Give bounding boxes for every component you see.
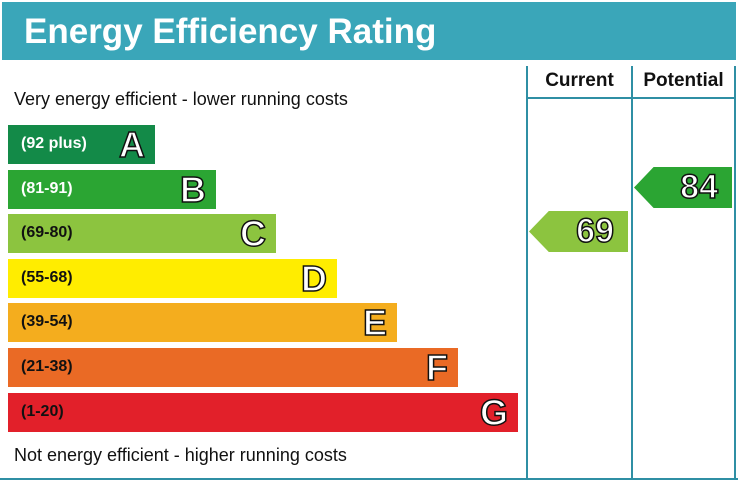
band-letter: E <box>362 302 388 343</box>
title-bar: Energy Efficiency Rating <box>2 2 736 60</box>
band-bar-b: (81-91) B <box>8 169 216 210</box>
bottom-note: Not energy efficient - higher running co… <box>14 445 347 465</box>
current-rating-value: 69 <box>575 211 614 251</box>
divider-current-left <box>526 66 528 480</box>
band-range-label: (81-91) <box>21 180 73 197</box>
band-bar-d: (55-68) D <box>8 258 337 299</box>
band-bar-f: (21-38) F <box>8 347 458 388</box>
chart-title: Energy Efficiency Rating <box>24 12 437 51</box>
header-divider <box>526 97 736 99</box>
band-letter: A <box>118 124 146 165</box>
column-header-current: Current <box>545 70 614 91</box>
band-bar-e: (39-54) E <box>8 302 397 343</box>
divider-right <box>734 66 736 480</box>
bottom-border <box>0 478 738 480</box>
band-range-label: (39-54) <box>21 313 73 330</box>
band-letter: F <box>425 347 449 388</box>
band-letter: D <box>300 258 328 299</box>
band-range-label: (69-80) <box>21 224 73 241</box>
band-bar-c: (69-80) C <box>8 213 276 254</box>
potential-rating-arrow: 84 <box>634 167 732 208</box>
band-range-label: (92 plus) <box>21 135 87 152</box>
band-bar-g: (1-20) G <box>8 392 518 433</box>
band-range-label: (1-20) <box>21 403 64 420</box>
band-letter: G <box>479 392 509 433</box>
column-header-potential: Potential <box>643 70 724 91</box>
band-range-label: (21-38) <box>21 358 73 375</box>
band-letter: B <box>179 169 207 210</box>
band-bar-a: (92 plus) A <box>8 124 155 165</box>
band-range-label: (55-68) <box>21 269 73 286</box>
current-rating-arrow: 69 <box>529 211 628 252</box>
potential-rating-value: 84 <box>679 167 718 207</box>
top-note: Very energy efficient - lower running co… <box>14 89 348 109</box>
band-letter: C <box>239 213 267 254</box>
divider-potential-left <box>631 66 633 480</box>
